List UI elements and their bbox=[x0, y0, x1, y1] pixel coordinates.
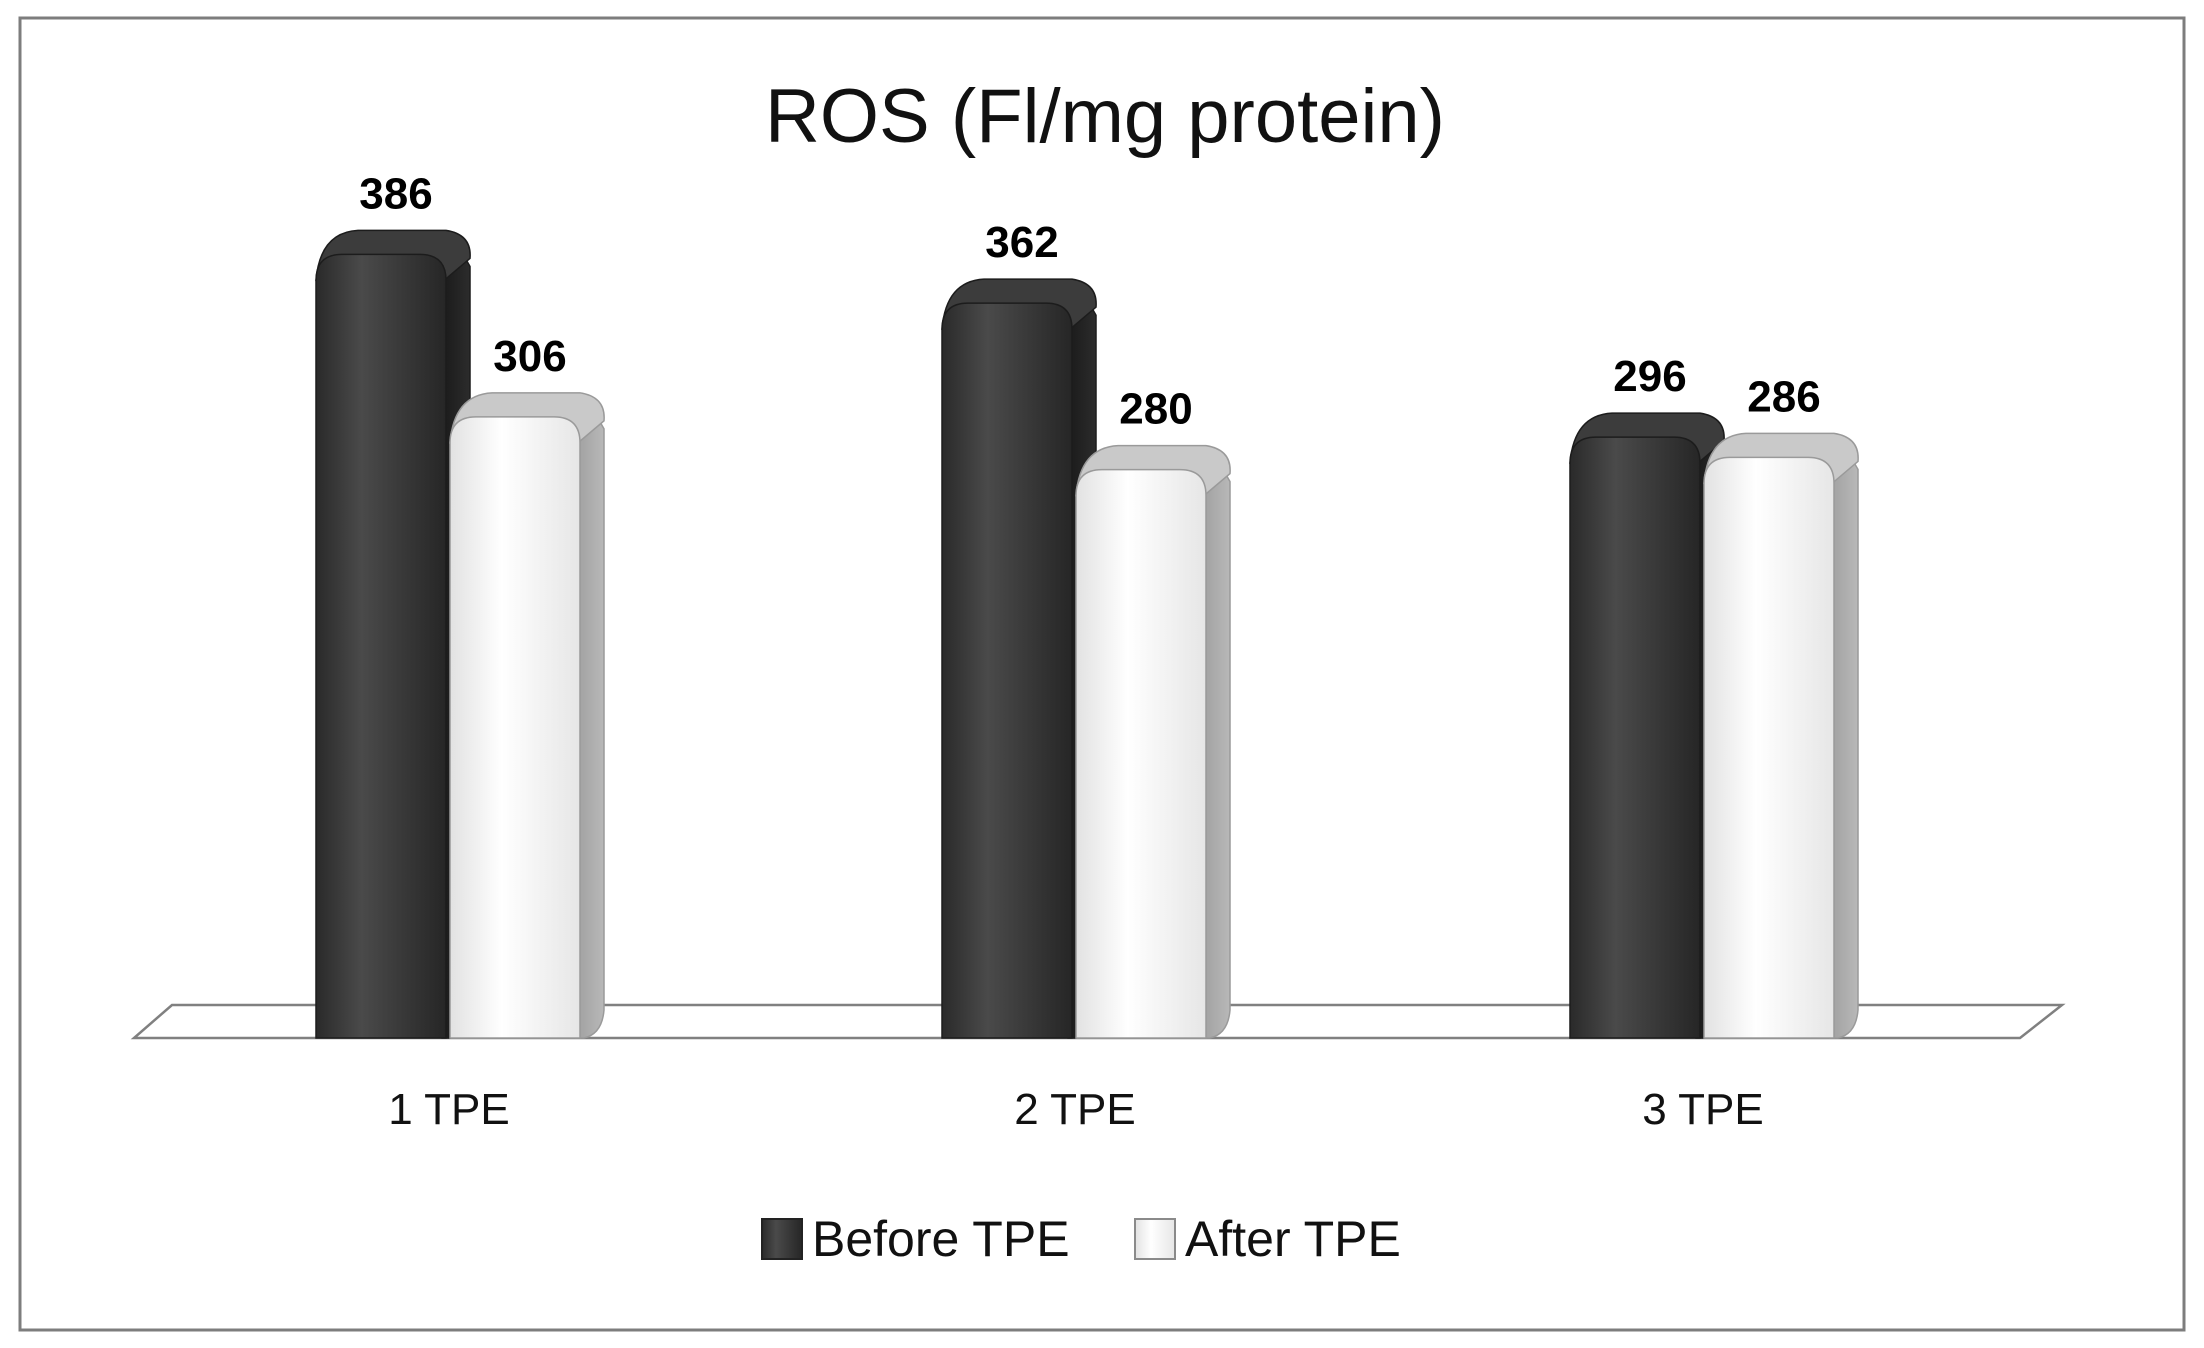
chart-title: ROS (Fl/mg protein) bbox=[765, 74, 1445, 159]
data-label: 286 bbox=[1747, 372, 1820, 421]
bar-after-1 bbox=[449, 392, 605, 1039]
legend-swatch-after bbox=[1134, 1218, 1176, 1260]
bars-layer bbox=[315, 229, 1859, 1039]
data-label: 306 bbox=[493, 332, 566, 381]
bar-before-3 bbox=[1569, 412, 1725, 1039]
bar-after-3 bbox=[1703, 432, 1859, 1039]
bar-front bbox=[1075, 468, 1207, 1039]
bar-front bbox=[1703, 456, 1835, 1039]
data-label: 280 bbox=[1119, 385, 1192, 434]
bar-before-2 bbox=[941, 278, 1097, 1039]
x-tick-label: 2 TPE bbox=[1014, 1085, 1135, 1134]
legend-label-before: Before TPE bbox=[812, 1211, 1070, 1267]
data-label: 386 bbox=[359, 169, 432, 218]
x-tick-label: 3 TPE bbox=[1642, 1085, 1763, 1134]
legend-label-after: After TPE bbox=[1185, 1211, 1401, 1267]
bar-after-2 bbox=[1075, 444, 1231, 1039]
data-labels-layer: 386 306 362 280 296 286 bbox=[359, 169, 1820, 433]
bar-front bbox=[315, 253, 447, 1039]
bar-front bbox=[941, 302, 1073, 1039]
data-label: 362 bbox=[985, 218, 1058, 267]
data-label: 296 bbox=[1613, 352, 1686, 401]
legend-swatch-before bbox=[761, 1218, 803, 1260]
bar-front bbox=[449, 416, 581, 1039]
bar-front bbox=[1569, 436, 1701, 1039]
x-tick-label: 1 TPE bbox=[388, 1085, 509, 1134]
bar-before-1 bbox=[315, 229, 471, 1039]
legend: Before TPE After TPE bbox=[761, 1211, 1401, 1267]
